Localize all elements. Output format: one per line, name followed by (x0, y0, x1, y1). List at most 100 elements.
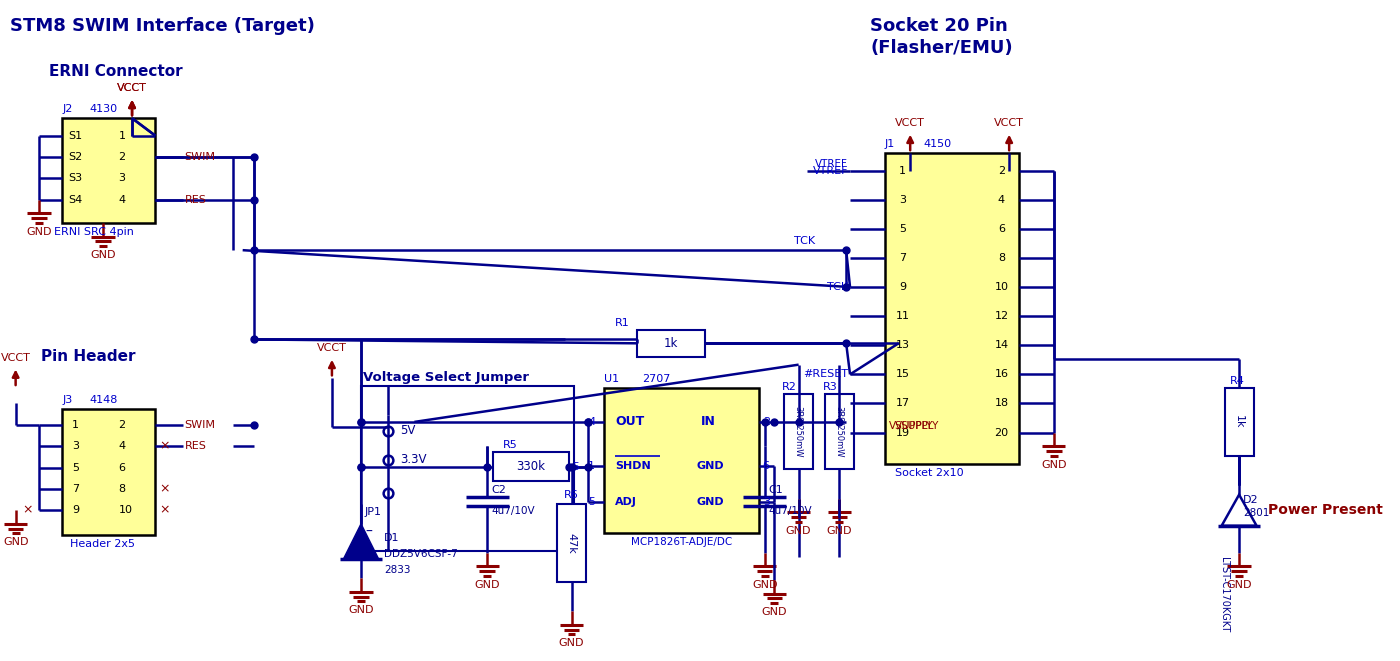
Text: 4: 4 (998, 195, 1005, 205)
Text: 13: 13 (896, 340, 910, 350)
Bar (784, 394, 813, 469)
Text: –: – (365, 525, 372, 539)
Text: D2: D2 (1243, 494, 1259, 505)
Text: 9: 9 (71, 505, 78, 515)
Text: 2: 2 (998, 166, 1005, 176)
Text: Socket 20 Pin: Socket 20 Pin (871, 17, 1008, 35)
Text: 1: 1 (899, 166, 906, 176)
Bar (62, 118, 155, 223)
Text: (Flasher/EMU): (Flasher/EMU) (871, 38, 1014, 57)
Text: 5: 5 (588, 498, 595, 508)
Text: 4148: 4148 (90, 395, 118, 405)
Bar (1225, 388, 1253, 456)
Text: GND: GND (559, 639, 584, 648)
Text: 2: 2 (119, 420, 126, 430)
Bar (825, 394, 854, 469)
Text: VCCT: VCCT (0, 353, 31, 363)
Bar (557, 504, 587, 582)
Text: 4: 4 (588, 417, 595, 427)
Text: 8: 8 (998, 253, 1005, 263)
Text: VCCT: VCCT (316, 343, 347, 353)
Text: S4: S4 (69, 195, 83, 205)
Text: S3: S3 (69, 173, 83, 183)
Text: J2: J2 (62, 104, 73, 114)
Text: S1: S1 (69, 131, 83, 141)
Text: 4u7/10V: 4u7/10V (491, 506, 535, 516)
Text: 1: 1 (119, 131, 126, 141)
Text: 18: 18 (994, 399, 1008, 408)
Text: 47k: 47k (567, 533, 577, 553)
Text: #RESET: #RESET (804, 369, 848, 379)
Text: 4150: 4150 (924, 139, 952, 149)
Text: RES: RES (185, 195, 206, 205)
Text: VCCT: VCCT (895, 118, 925, 128)
Text: SWIM: SWIM (185, 420, 216, 430)
Text: VTREF: VTREF (815, 159, 848, 169)
Text: R1: R1 (615, 318, 630, 328)
Text: VCCT: VCCT (994, 118, 1023, 128)
Text: GND: GND (3, 537, 28, 547)
Text: Socket 2x10: Socket 2x10 (895, 467, 963, 477)
Text: STM8 SWIM Interface (Target): STM8 SWIM Interface (Target) (10, 17, 315, 35)
Text: 9: 9 (899, 282, 906, 292)
Bar (603, 388, 759, 533)
Text: GND: GND (697, 498, 724, 508)
Text: 330k: 330k (517, 460, 546, 473)
Text: RES: RES (185, 441, 206, 451)
Text: JP1: JP1 (365, 507, 382, 517)
Text: VSUPPLY: VSUPPLY (889, 420, 934, 430)
Text: GND: GND (762, 607, 787, 617)
Text: 4u7/10V: 4u7/10V (769, 506, 812, 516)
Text: J3: J3 (62, 395, 73, 405)
Text: VTREF: VTREF (812, 166, 848, 176)
Text: GND: GND (1226, 580, 1252, 590)
Text: 3: 3 (71, 441, 78, 451)
Text: C2: C2 (491, 485, 505, 494)
Text: LTST-C170KGKT: LTST-C170KGKT (1219, 557, 1229, 632)
Text: R6: R6 (564, 490, 580, 500)
Text: R5: R5 (503, 440, 518, 450)
Text: VCCT: VCCT (118, 83, 147, 93)
Text: S2: S2 (69, 152, 83, 162)
Text: 5V: 5V (400, 424, 416, 437)
Text: R2: R2 (783, 382, 797, 392)
Text: VSUPPLY: VSUPPLY (895, 420, 939, 430)
Text: R4: R4 (1231, 376, 1245, 386)
Text: TCK: TCK (794, 236, 815, 247)
Text: 10: 10 (994, 282, 1008, 292)
Text: ×: × (22, 504, 34, 517)
Text: 6: 6 (998, 224, 1005, 234)
Text: 6: 6 (763, 461, 770, 471)
Text: TCK: TCK (827, 282, 848, 292)
Bar (62, 409, 155, 535)
Text: GND: GND (1042, 460, 1067, 470)
Text: 3: 3 (119, 173, 126, 183)
Text: ×: × (160, 483, 169, 495)
Text: 2707: 2707 (643, 374, 671, 384)
Text: 6: 6 (119, 463, 126, 473)
Text: 2: 2 (763, 417, 770, 427)
Text: DDZ5V6CSF-7: DDZ5V6CSF-7 (385, 549, 458, 559)
Text: 2801: 2801 (1243, 508, 1270, 518)
Text: R3: R3 (823, 382, 837, 392)
Text: GND: GND (27, 227, 52, 237)
Text: SHDN: SHDN (615, 461, 651, 471)
Text: ×: × (160, 440, 169, 453)
Text: OUT: OUT (615, 415, 644, 428)
Text: 20: 20 (994, 428, 1008, 438)
Text: 3R9/250mW: 3R9/250mW (794, 406, 804, 457)
Text: D1: D1 (385, 533, 400, 543)
Text: 14: 14 (994, 340, 1008, 350)
Text: 3: 3 (899, 195, 906, 205)
Text: GND: GND (752, 580, 777, 590)
Text: ADJ: ADJ (615, 498, 637, 508)
Polygon shape (343, 524, 378, 559)
Text: 1k: 1k (664, 337, 678, 350)
Bar (885, 153, 1019, 463)
Text: VCCT: VCCT (118, 83, 147, 93)
Text: 15: 15 (896, 369, 910, 379)
Text: 3R9/250mW: 3R9/250mW (834, 406, 844, 457)
Text: IN: IN (700, 415, 715, 428)
Text: Voltage Select Jumper: Voltage Select Jumper (363, 371, 529, 384)
Text: 1k: 1k (1235, 415, 1245, 428)
